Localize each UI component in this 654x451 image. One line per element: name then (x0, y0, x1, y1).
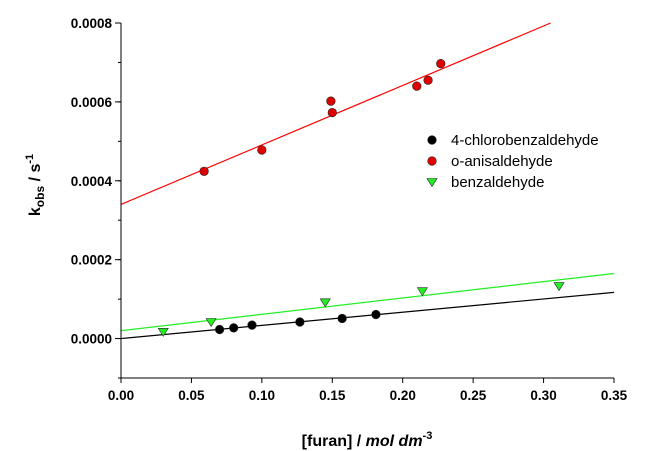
x-tick-label: 0.30 (530, 388, 556, 403)
legend-marker (427, 135, 437, 145)
axes: 0.00 0.05 0.10 0.15 0.20 0.25 0.30 0.35 0.0000 0.… (71, 16, 628, 403)
legend-label: 4-chlorobenzaldehyde (451, 132, 599, 149)
data-point (327, 107, 337, 118)
data-point (319, 298, 331, 308)
fit-line-2 (120, 272, 615, 332)
x-tick-label: 0.05 (178, 388, 205, 403)
data-point (205, 318, 217, 328)
x-tick-label: 0.10 (249, 388, 275, 403)
data-point (215, 324, 225, 335)
data-point (553, 282, 565, 292)
data-point (229, 323, 239, 333)
data-point (337, 313, 347, 324)
x-tick-label: 0.35 (601, 388, 628, 403)
data-point (257, 145, 267, 155)
x-tick-label: 0.15 (319, 388, 346, 403)
data-point (412, 81, 422, 91)
x-tick-label: 0.00 (108, 388, 134, 403)
data-point (295, 317, 305, 327)
data-point (436, 59, 446, 69)
y-tick-label: 0.0002 (71, 253, 112, 268)
y-axis-title: kobs / s-1 (24, 154, 47, 216)
y-tick-label: 0.0006 (71, 95, 113, 110)
data-point (247, 320, 257, 330)
legend-marker (427, 156, 437, 166)
x-tick-label: 0.20 (390, 388, 416, 403)
data-point (423, 75, 433, 85)
y-tick-label: 0.0008 (71, 16, 113, 31)
fit-line-0 (120, 291, 615, 340)
legend-marker (426, 178, 438, 188)
data-point (371, 309, 381, 320)
x-tick-label: 0.25 (460, 388, 487, 403)
data-point (416, 287, 428, 297)
data-points (157, 59, 565, 337)
data-point (157, 328, 169, 337)
data-point (326, 96, 336, 106)
legend-label: o-anisaldehyde (451, 153, 553, 170)
legend-label: benzaldehyde (451, 174, 544, 191)
x-axis-title: [furan] / mol dm-3 (302, 430, 433, 450)
data-point (199, 166, 209, 176)
y-tick-label: 0.0004 (71, 174, 113, 189)
y-tick-label: 0.0000 (71, 332, 112, 347)
legend: 4-chlorobenzaldehyde o-anisaldehyde benzal… (426, 132, 599, 191)
